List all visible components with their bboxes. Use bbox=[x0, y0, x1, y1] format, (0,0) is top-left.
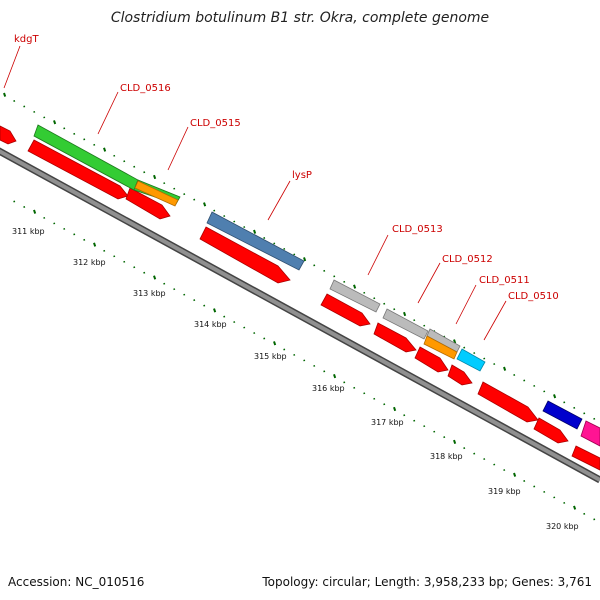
kbp-label-320: 320 kbp bbox=[546, 522, 579, 531]
gene-cld0510[interactable] bbox=[456, 348, 486, 372]
kbp-labels: 311 kbp 312 kbp 313 kbp 314 kbp 315 kbp … bbox=[12, 227, 579, 531]
kbp-label-318: 318 kbp bbox=[430, 452, 463, 461]
gene-cld0511[interactable] bbox=[423, 335, 458, 360]
outer-tick bbox=[503, 366, 507, 371]
outer-tick bbox=[103, 147, 107, 152]
gene-label-cld0515[interactable]: CLD_0515 bbox=[190, 118, 241, 129]
kbp-label-314: 314 kbp bbox=[194, 320, 227, 329]
gene-label-cld0513[interactable]: CLD_0513 bbox=[392, 224, 443, 235]
gene-red-0[interactable] bbox=[0, 125, 17, 145]
outer-tick bbox=[53, 120, 57, 125]
gene-label-cld0512[interactable]: CLD_0512 bbox=[442, 254, 493, 265]
ruler-tick bbox=[273, 341, 277, 346]
outer-tick bbox=[153, 174, 157, 180]
gene-label-kdgt[interactable]: kdgT bbox=[14, 34, 39, 45]
kbp-label-311: 311 kbp bbox=[12, 227, 45, 236]
gene-lysp[interactable] bbox=[206, 211, 305, 271]
gene-red-6[interactable] bbox=[414, 346, 449, 373]
kbp-label-316: 316 kbp bbox=[312, 384, 345, 393]
gene-red-3[interactable] bbox=[199, 226, 291, 284]
kbp-label-313: 313 kbp bbox=[133, 289, 166, 298]
gene-label-cld0511[interactable]: CLD_0511 bbox=[479, 275, 530, 286]
outer-tick bbox=[353, 284, 357, 289]
gene-red-4[interactable] bbox=[320, 293, 371, 327]
gene-blue[interactable] bbox=[542, 400, 583, 430]
gene-cld0515[interactable] bbox=[134, 180, 179, 207]
kbp-label-315: 315 kbp bbox=[254, 352, 287, 361]
gene-red-7[interactable] bbox=[447, 364, 473, 386]
ruler-tick bbox=[153, 275, 157, 280]
ruler-tick bbox=[513, 472, 517, 477]
outer-tick bbox=[303, 257, 307, 262]
kbp-label-312: 312 kbp bbox=[73, 258, 106, 267]
outer-tick bbox=[253, 229, 257, 234]
gene-red-9[interactable] bbox=[533, 417, 569, 444]
gene-red-8[interactable] bbox=[477, 381, 539, 423]
gene-cld0512[interactable] bbox=[382, 308, 429, 340]
gene-label-lysp[interactable]: lysP bbox=[292, 170, 312, 181]
kbp-ruler bbox=[13, 200, 596, 521]
gene-label-leaders bbox=[3, 45, 507, 341]
outer-tick bbox=[203, 202, 207, 207]
gene-red-5[interactable] bbox=[373, 322, 417, 353]
gene-label-cld0516[interactable]: CLD_0516 bbox=[120, 83, 171, 94]
gene-track bbox=[0, 124, 600, 471]
accession-text: Accession: NC_010516 bbox=[8, 575, 144, 589]
gene-cld0513[interactable] bbox=[329, 279, 381, 313]
outer-tick bbox=[3, 92, 7, 97]
ruler-tick bbox=[33, 209, 37, 214]
map-title: Clostridium botulinum B1 str. Okra, comp… bbox=[111, 10, 489, 26]
gene-red-10[interactable] bbox=[571, 445, 600, 471]
ruler-tick bbox=[453, 439, 457, 445]
outer-tick-track bbox=[3, 92, 596, 420]
kbp-label-319: 319 kbp bbox=[488, 487, 521, 496]
ruler-tick bbox=[93, 242, 97, 247]
genome-summary-text: Topology: circular; Length: 3,958,233 bp… bbox=[261, 575, 592, 589]
gene-red-1[interactable] bbox=[27, 139, 129, 200]
ruler-tick bbox=[393, 406, 397, 412]
gene-label-cld0510[interactable]: CLD_0510 bbox=[508, 291, 559, 302]
gene-labels: kdgT CLD_0516 CLD_0515 lysP CLD_0513 CLD… bbox=[14, 34, 559, 302]
outer-tick bbox=[453, 339, 457, 344]
kbp-label-317: 317 kbp bbox=[371, 418, 404, 427]
gene-magenta[interactable] bbox=[580, 420, 600, 447]
genome-backbone bbox=[0, 147, 600, 484]
outer-tick bbox=[553, 394, 557, 399]
outer-tick bbox=[403, 311, 407, 317]
ruler-tick bbox=[333, 374, 337, 379]
ruler-tick bbox=[573, 505, 577, 510]
ruler-tick bbox=[213, 308, 217, 313]
gene-red-2[interactable] bbox=[125, 187, 171, 220]
